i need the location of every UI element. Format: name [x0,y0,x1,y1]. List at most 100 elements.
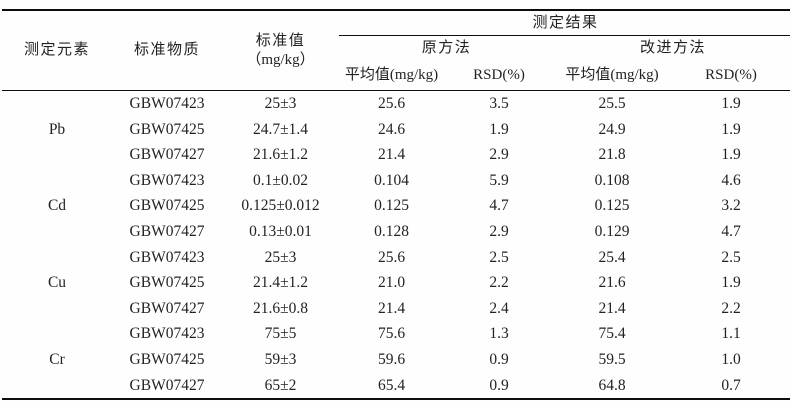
standard-value-cell: 65±2 [264,376,297,394]
improved-mean-cell: 21.6 [598,274,626,292]
improved-rsd-cell: 0.7 [721,376,741,394]
element-cell: Cd [47,197,67,215]
table-body: Pb GBW07423 25±3 25.6 3.5 25.5 1.9 GBW07425 24.7… [2,91,790,400]
standard-value-cell: 0.13±0.01 [249,223,312,241]
improved-mean-cell: 64.8 [598,376,626,394]
table-row: GBW07425 59±3 59.6 0.9 59.5 1.0 [2,347,790,373]
header-rsd-original: RSD(%) [444,61,554,91]
original-mean-cell: 21.4 [377,146,406,164]
original-rsd-cell: 1.3 [489,325,509,343]
element-cell: Cu [47,274,67,292]
improved-mean-cell: 0.108 [594,171,630,189]
header-method-original: 原方法 [421,40,472,57]
standard-value-cell: 75±5 [264,325,297,343]
table-row: GBW07427 21.6±1.2 21.4 2.9 21.8 1.9 [2,142,790,168]
header-row-3: 平均值(mg/kg) RSD(%) 平均值(mg/kg) RSD(%) [2,61,790,91]
original-mean-cell: 0.104 [374,171,409,189]
original-rsd-cell: 2.2 [489,274,509,292]
header-standard-value-line2: （mg/kg） [246,51,315,68]
improved-mean-cell: 59.5 [598,351,626,369]
original-mean-cell: 24.6 [377,120,406,138]
original-mean-cell: 25.6 [377,248,406,266]
original-mean-cell: 0.128 [374,223,409,241]
improved-rsd-cell: 3.2 [721,197,741,215]
table-row: GBW07425 24.7±1.4 24.6 1.9 24.9 1.9 [2,117,790,143]
header-mean-improved: 平均值(mg/kg) [554,61,670,91]
improved-mean-cell: 21.8 [598,146,626,164]
improved-rsd-cell: 1.9 [721,95,741,113]
standard-value-cell: 21.4±1.2 [252,274,308,292]
material-cell: GBW07423 [129,248,205,266]
standard-value-cell: 21.6±0.8 [252,299,308,317]
improved-rsd-cell: 1.9 [721,274,741,292]
improved-mean-cell: 21.4 [598,299,626,317]
header-results-group: 测定结果 [339,10,790,36]
material-cell: GBW07427 [129,299,205,317]
original-rsd-cell: 2.9 [489,146,509,164]
material-cell: GBW07425 [129,197,205,215]
improved-mean-cell: 25.5 [598,95,626,113]
table-row: Cu GBW07423 25±3 25.6 2.5 25.4 2.5 [2,245,790,292]
improved-mean-cell: 24.9 [598,120,626,138]
header-row-1: 测定元素 标准物质 标准值 （mg/kg） 测定结果 [2,10,790,91]
original-rsd-cell: 1.9 [489,120,509,138]
standard-value-cell: 24.7±1.4 [252,120,308,138]
improved-rsd-cell: 1.0 [721,351,741,369]
table-row: GBW07425 21.4±1.2 21.0 2.2 21.6 1.9 [2,270,790,296]
standard-value-cell: 59±3 [264,351,297,369]
improved-mean-cell: 25.4 [598,248,626,266]
header-standard-value: 标准值 （mg/kg） [222,10,339,91]
material-cell: GBW07425 [129,120,205,138]
original-rsd-cell: 3.5 [489,95,509,113]
improved-mean-cell: 0.129 [594,223,630,241]
material-cell: GBW07427 [129,376,205,394]
table-row: GBW07427 21.6±0.8 21.4 2.4 21.4 2.2 [2,296,790,322]
table-row: Cd GBW07423 0.1±0.02 0.104 5.9 0.108 4.6 [2,168,790,215]
element-cell: Pb [48,120,66,138]
improved-mean-cell: 0.125 [594,197,630,215]
header-rsd-improved: RSD(%) [670,61,790,91]
improved-rsd-cell: 4.7 [721,223,741,241]
standard-value-cell: 0.125±0.012 [241,197,320,215]
improved-rsd-cell: 1.1 [721,325,741,343]
material-cell: GBW07427 [129,223,205,241]
element-cell: Cr [49,351,65,369]
material-cell: GBW07423 [129,95,205,113]
original-mean-cell: 75.6 [377,325,406,343]
results-table-container: 测定元素 标准物质 标准值 （mg/kg） 测定结果 原方法 改进方法 平均值(… [2,9,790,401]
header-row-2: 原方法 改进方法 [2,36,790,62]
material-cell: GBW07425 [129,351,205,369]
table-header: 测定元素 标准物质 标准值 （mg/kg） 测定结果 原方法 改进方法 平均值(… [2,10,790,91]
header-standard-value-line1: 标准值 [255,32,306,49]
material-cell: GBW07425 [129,274,205,292]
standard-value-cell: 25±3 [264,248,297,266]
improved-mean-cell: 75.4 [598,325,626,343]
measurement-results-table: 测定元素 标准物质 标准值 （mg/kg） 测定结果 原方法 改进方法 平均值(… [2,9,790,401]
original-rsd-cell: 2.4 [489,299,509,317]
original-rsd-cell: 2.5 [489,248,509,266]
original-mean-cell: 65.4 [377,376,406,394]
original-rsd-cell: 5.9 [489,171,509,189]
original-mean-cell: 21.0 [377,274,406,292]
improved-rsd-cell: 2.2 [721,299,741,317]
original-rsd-cell: 0.9 [489,376,509,394]
original-rsd-cell: 0.9 [489,351,509,369]
standard-value-cell: 0.1±0.02 [252,171,308,189]
improved-rsd-cell: 2.5 [721,248,741,266]
original-rsd-cell: 4.7 [489,197,509,215]
material-cell: GBW07427 [129,146,205,164]
header-material: 标准物质 [112,10,222,91]
material-cell: GBW07423 [129,171,205,189]
material-cell: GBW07423 [129,325,205,343]
header-element: 测定元素 [2,10,112,91]
header-method-improved: 改进方法 [640,40,707,57]
original-mean-cell: 21.4 [377,299,406,317]
header-mean-original: 平均值(mg/kg) [339,61,444,91]
table-row: Cr GBW07423 75±5 75.6 1.3 75.4 1.1 [2,321,790,368]
original-mean-cell: 0.125 [374,197,409,215]
table-row: GBW07425 0.125±0.012 0.125 4.7 0.125 3.2 [2,193,790,219]
table-row: GBW07427 0.13±0.01 0.128 2.9 0.129 4.7 [2,219,790,245]
original-rsd-cell: 2.9 [489,223,509,241]
original-mean-cell: 59.6 [377,351,406,369]
standard-value-cell: 21.6±1.2 [252,146,308,164]
